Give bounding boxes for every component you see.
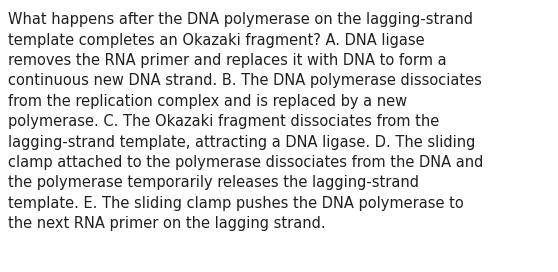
Text: What happens after the DNA polymerase on the lagging-strand
template completes a: What happens after the DNA polymerase on… [8,12,484,231]
